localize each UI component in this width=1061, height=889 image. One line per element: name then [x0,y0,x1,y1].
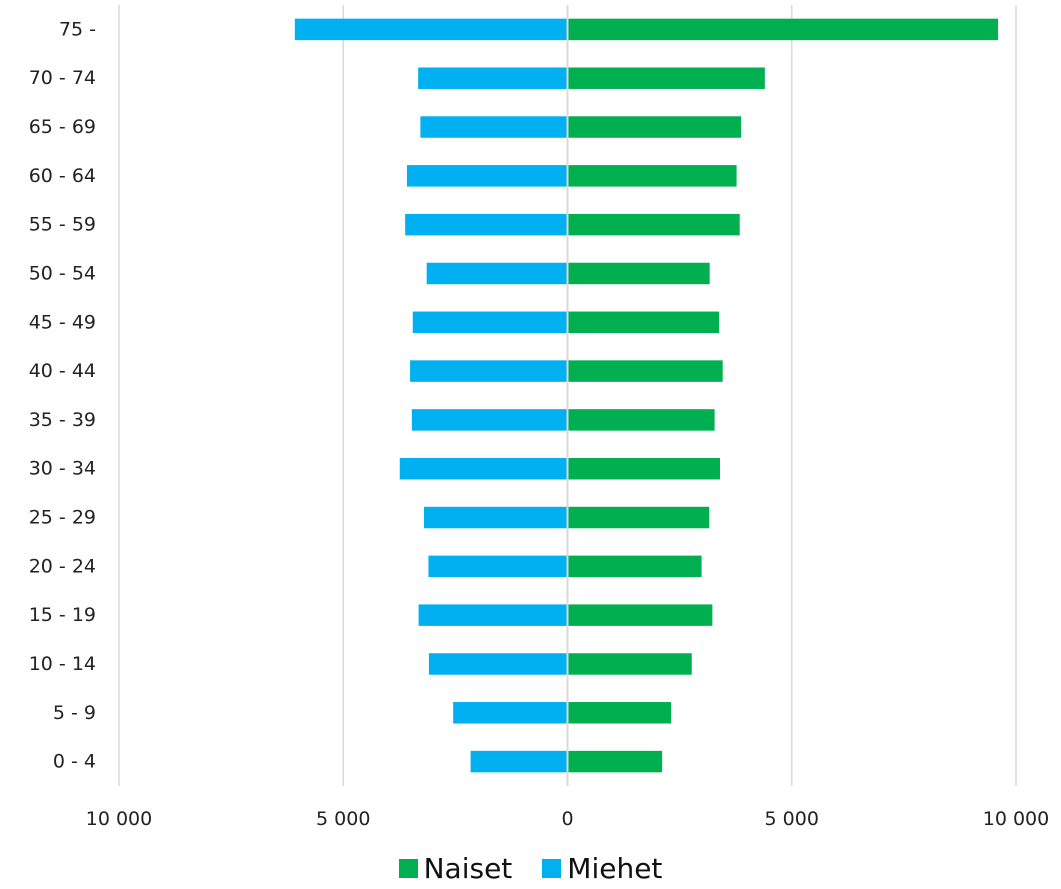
y-tick-label: 40 - 44 [29,360,96,382]
bar-miehet-15 [470,750,568,773]
legend-label-miehet: Miehet [567,852,663,885]
bar-miehet-9 [399,457,568,480]
y-tick-label: 25 - 29 [29,507,96,529]
bar-miehet-5 [426,262,568,285]
x-tick-label: 5 000 [316,808,370,830]
bar-miehet-13 [428,653,568,675]
x-tick-label: 10 000 [86,808,152,830]
y-tick-label: 75 - [59,18,96,40]
bar-naiset-6 [567,311,720,334]
y-tick-label: 60 - 64 [29,165,96,187]
bar-naiset-7 [567,360,723,382]
bar-naiset-11 [567,555,702,578]
bar-naiset-15 [567,750,663,773]
y-tick-label: 55 - 59 [29,214,96,236]
bar-naiset-2 [567,116,742,138]
bar-miehet-10 [423,506,568,529]
legend-item-miehet: Miehet [542,852,662,885]
legend: Naiset Miehet [0,852,1061,885]
y-tick-label: 5 - 9 [53,702,96,724]
bar-naiset-10 [567,506,710,529]
bar-miehet-2 [420,116,568,138]
bar-miehet-6 [412,311,568,334]
bar-naiset-5 [567,262,710,285]
legend-item-naiset: Naiset [398,852,513,885]
y-tick-label: 45 - 49 [29,311,96,333]
y-tick-label: 20 - 24 [29,555,96,577]
y-tick-label: 10 - 14 [29,653,96,675]
y-tick-label: 35 - 39 [29,409,96,431]
bar-miehet-0 [294,18,568,41]
x-tick-label: 0 [561,808,573,830]
bars [294,5,999,786]
bar-miehet-14 [453,702,568,724]
x-axis-labels: 10 000 5 000 0 5 000 10 000 [86,808,1049,830]
bar-naiset-8 [567,409,715,431]
y-axis-labels: 75 - 70 - 74 65 - 69 60 - 64 55 - 59 50 - 54 4… [29,18,96,772]
y-tick-label: 15 - 19 [29,604,96,626]
bar-miehet-3 [406,165,568,187]
bar-naiset-12 [567,604,713,626]
bar-naiset-13 [567,653,692,675]
legend-label-naiset: Naiset [423,852,513,885]
bar-miehet-8 [411,409,568,431]
bar-naiset-0 [567,18,999,41]
y-tick-label: 0 - 4 [53,751,96,773]
bar-miehet-12 [418,604,568,626]
legend-swatch-miehet [542,859,562,878]
bar-miehet-11 [428,555,568,578]
y-tick-label: 70 - 74 [29,67,96,89]
bar-naiset-4 [567,213,740,236]
bar-miehet-1 [418,67,568,89]
bar-naiset-3 [567,165,737,187]
bar-naiset-9 [567,457,720,480]
legend-swatch-naiset [398,859,418,878]
y-tick-label: 65 - 69 [29,116,96,138]
bar-naiset-14 [567,702,672,724]
y-tick-label: 50 - 54 [29,262,96,284]
population-pyramid-chart: 75 - 70 - 74 65 - 69 60 - 64 55 - 59 50 - 54 4… [29,5,1049,830]
bar-naiset-1 [567,67,765,89]
x-tick-label: 5 000 [765,808,819,830]
y-tick-label: 30 - 34 [29,458,96,480]
x-tick-label: 10 000 [983,808,1049,830]
bar-miehet-7 [410,360,568,382]
bar-miehet-4 [405,213,568,236]
